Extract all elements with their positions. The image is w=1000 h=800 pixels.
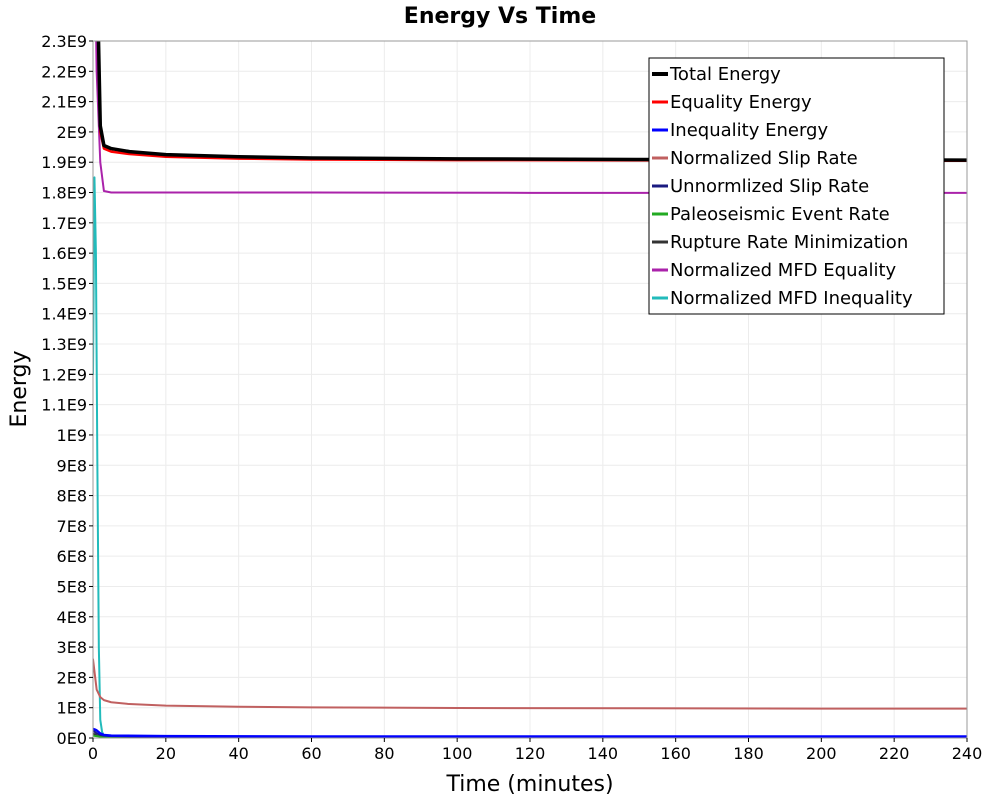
- y-tick-label: 8E8: [57, 487, 87, 506]
- legend-box: [648, 57, 945, 315]
- legend-label: Inequality Energy: [670, 120, 828, 141]
- y-tick-label: 7E8: [57, 517, 87, 536]
- legend-label: Equality Energy: [670, 92, 812, 113]
- legend-label: Normalized MFD Equality: [670, 260, 897, 281]
- legend: Total Energy Equality Energy Inequality En…: [648, 57, 945, 315]
- x-tick-label: 60: [301, 744, 321, 763]
- legend-label: Normalized Slip Rate: [670, 148, 858, 169]
- legend-item: Normalized MFD Equality: [652, 260, 897, 281]
- x-tick-label: 120: [515, 744, 546, 763]
- y-tick-label: 1E9: [57, 426, 87, 445]
- x-tick-label: 0: [88, 744, 98, 763]
- y-tick-label: 1.2E9: [41, 365, 87, 384]
- legend-item: Total Energy: [652, 64, 781, 85]
- y-tick-label: 1.8E9: [41, 184, 87, 203]
- series-line-inequality-energy: [93, 727, 967, 738]
- legend-item: Paleoseismic Event Rate: [652, 204, 890, 225]
- y-tick-label: 2.2E9: [41, 62, 87, 81]
- y-tick-label: 9E8: [57, 456, 87, 475]
- legend-label: Unnormlized Slip Rate: [670, 176, 869, 197]
- y-tick-label: 2E9: [57, 123, 87, 142]
- legend-item: Normalized Slip Rate: [652, 148, 858, 169]
- series-group: [93, 41, 967, 738]
- y-tick-label: 1.3E9: [41, 335, 87, 354]
- x-tick-label: 220: [879, 744, 910, 763]
- y-tick-label: 1.9E9: [41, 153, 87, 172]
- y-tick-label: 2.1E9: [41, 93, 87, 112]
- x-tick-label: 160: [660, 744, 691, 763]
- legend-item: Normalized MFD Inequality: [652, 288, 913, 309]
- x-tick-label: 180: [733, 744, 764, 763]
- x-tick-label: 100: [442, 744, 473, 763]
- y-tick-label: 1.4E9: [41, 305, 87, 324]
- x-axis-label: Time (minutes): [445, 772, 613, 797]
- x-tick-label: 200: [806, 744, 837, 763]
- x-tick-label: 240: [952, 744, 983, 763]
- y-tick-label: 2E8: [57, 668, 87, 687]
- x-tick-label: 140: [588, 744, 619, 763]
- y-tick-label: 3E8: [57, 638, 87, 657]
- x-tick-label: 20: [156, 744, 176, 763]
- legend-label: Total Energy: [669, 64, 781, 85]
- y-tick-label: 5E8: [57, 577, 87, 596]
- series-line-normalized-slip-rate: [93, 658, 967, 710]
- y-tick-label: 0E0: [57, 729, 87, 748]
- series-line-normalized-mfd-equality: [95, 41, 967, 194]
- legend-item: Unnormlized Slip Rate: [652, 176, 869, 197]
- legend-label: Normalized MFD Inequality: [670, 288, 913, 309]
- series-line-total-energy: [96, 41, 967, 162]
- y-tick-label: 6E8: [57, 547, 87, 566]
- x-axis: 0 20 40 60 80 100 120 140 160 180 200 220 240: [88, 738, 982, 763]
- y-tick-label: 4E8: [57, 608, 87, 627]
- y-axis: 0E0 1E8 2E8 3E8 4E8 5E8 6E8 7E8 8E8 9E8 1E9 1.1E9 1.…: [41, 32, 93, 748]
- y-tick-label: 1.1E9: [41, 396, 87, 415]
- y-tick-label: 1.6E9: [41, 244, 87, 263]
- legend-item: Equality Energy: [652, 92, 812, 113]
- y-tick-label: 2.3E9: [41, 32, 87, 51]
- y-axis-label: Energy: [7, 350, 32, 427]
- x-tick-label: 80: [374, 744, 394, 763]
- y-tick-label: 1E8: [57, 699, 87, 718]
- x-tick-label: 40: [228, 744, 248, 763]
- chart-title: Energy Vs Time: [404, 4, 596, 29]
- legend-item: Inequality Energy: [652, 120, 828, 141]
- legend-label: Paleoseismic Event Rate: [670, 204, 890, 225]
- y-tick-label: 1.7E9: [41, 214, 87, 233]
- legend-item: Rupture Rate Minimization: [652, 232, 908, 253]
- legend-label: Rupture Rate Minimization: [670, 232, 908, 253]
- y-tick-label: 1.5E9: [41, 274, 87, 293]
